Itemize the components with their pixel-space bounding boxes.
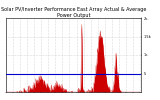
Title: Solar PV/Inverter Performance East Array Actual & Average Power Output: Solar PV/Inverter Performance East Array… bbox=[1, 7, 146, 18]
